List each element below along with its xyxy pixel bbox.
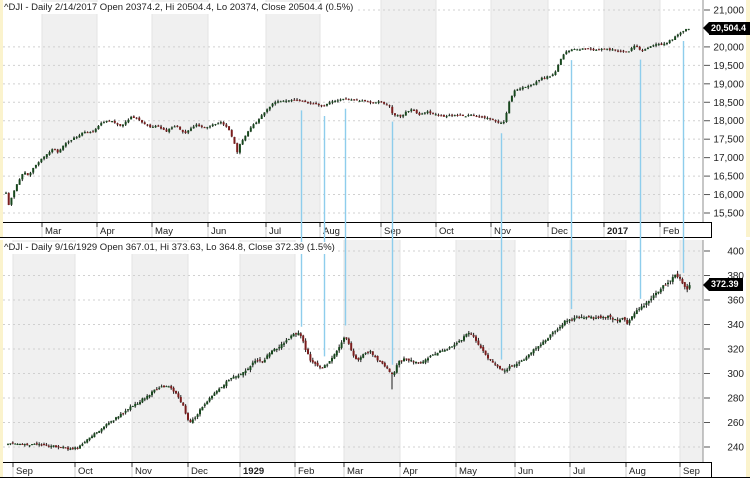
- last-price-value-1929: 372.39: [709, 278, 743, 292]
- date-tick-label: Sep: [16, 466, 33, 477]
- price-gridlines: [3, 9, 703, 214]
- chart-title-2017: ^DJI - Daily 2/14/2017 Open 20374.2, Hi …: [3, 2, 357, 14]
- date-tick-label: Jun: [211, 226, 226, 237]
- price-arrow-icon: [703, 22, 709, 35]
- date-tick-label: Jul: [573, 466, 585, 477]
- date-tick-label: Apr: [403, 466, 418, 477]
- price-tick-label: 340: [727, 320, 744, 331]
- price-tick-label: 19,500: [713, 61, 744, 72]
- edge-strips: [0, 240, 750, 477]
- date-tick-label: Nov: [135, 466, 152, 477]
- date-tick-label: Oct: [78, 466, 93, 477]
- price-tick-label: 400: [727, 247, 744, 258]
- price-tick-label: 280: [727, 394, 744, 405]
- chart-title-1929: ^DJI - Daily 9/16/1929 Open 367.01, Hi 3…: [3, 242, 338, 254]
- price-tick-label: 16,000: [713, 190, 744, 201]
- price-tick-label: 19,000: [713, 79, 744, 90]
- price-axis-labels: 21,000 20,000 19,500 19,000 18,500 18,000 17,5…: [704, 6, 744, 220]
- date-tick-label: Feb: [663, 226, 679, 237]
- month-bands: [42, 0, 660, 222]
- chart-pane-1929: 400 380 360 340 320 300 280 260 240 Sep Oct Nov Dec 1…: [0, 240, 750, 482]
- candlesticks: [7, 270, 691, 451]
- chart-canvas-1929[interactable]: 400 380 360 340 320 300 280 260 240 Sep Oct Nov Dec 1…: [0, 240, 750, 482]
- price-tick-label: 18,000: [713, 116, 744, 127]
- date-tick-label: Dec: [191, 466, 208, 477]
- date-tick-label: Aug: [323, 226, 340, 237]
- price-arrow-icon: [703, 278, 709, 291]
- date-tick-label: Oct: [439, 226, 454, 237]
- date-tick-label: Feb: [298, 466, 314, 477]
- date-tick-label: Aug: [629, 466, 646, 477]
- month-bands: [13, 240, 703, 462]
- date-tick-label: Dec: [551, 226, 568, 237]
- price-tick-label: 360: [727, 296, 744, 307]
- date-axis: Sep Oct Nov Dec 1929 Feb Mar Apr May Jun Jul Aug Sep: [0, 463, 711, 477]
- date-tick-label: Jul: [269, 226, 281, 237]
- price-tick-label: 260: [727, 418, 744, 429]
- price-tick-label: 17,500: [713, 135, 744, 146]
- candlesticks: [5, 28, 690, 206]
- date-tick-label: Nov: [494, 226, 511, 237]
- last-price-value-2017: 20,504.4: [709, 21, 750, 35]
- date-tick-label: May: [155, 226, 173, 237]
- date-tick-label: Mar: [45, 226, 61, 237]
- month-gridlines: [41, 0, 661, 222]
- date-tick-label: Sep: [683, 466, 700, 477]
- price-tick-label: 15,500: [713, 209, 744, 220]
- price-tick-label: 16,500: [713, 172, 744, 183]
- price-tick-label: 240: [727, 443, 744, 454]
- last-price-badge-2017: 20,504.4: [703, 21, 750, 35]
- date-tick-label: May: [459, 466, 477, 477]
- date-tick-label: Mar: [347, 466, 363, 477]
- price-tick-label: 21,000: [713, 6, 744, 17]
- price-axis-labels: 400 380 360 340 320 300 280 260 240: [704, 247, 744, 454]
- price-tick-label: 20,000: [713, 42, 744, 53]
- chart-pane-2017: 21,000 20,000 19,500 19,000 18,500 18,000 17,5…: [0, 0, 750, 239]
- chart-canvas-2017[interactable]: 21,000 20,000 19,500 19,000 18,500 18,000 17,5…: [0, 0, 750, 239]
- pane-borders: [0, 0, 712, 238]
- date-tick-label: 1929: [243, 466, 264, 477]
- date-tick-label: Apr: [100, 226, 115, 237]
- price-gridlines: [3, 250, 703, 448]
- price-tick-label: 320: [727, 345, 744, 356]
- date-tick-label: Sep: [384, 226, 401, 237]
- date-tick-label: 2017: [607, 226, 628, 237]
- month-gridlines: [12, 240, 681, 462]
- price-tick-label: 17,000: [713, 153, 744, 164]
- price-tick-label: 300: [727, 369, 744, 380]
- date-axis: Mar Apr May Jun Jul Aug Sep Oct Nov Dec 2017 Feb: [0, 223, 711, 237]
- price-tick-label: 18,500: [713, 98, 744, 109]
- last-price-badge-1929: 372.39: [703, 278, 743, 292]
- date-tick-label: Jun: [518, 466, 533, 477]
- price-tick-label: 380: [727, 271, 744, 282]
- pane-borders: [0, 240, 750, 478]
- edge-strips: [0, 0, 750, 237]
